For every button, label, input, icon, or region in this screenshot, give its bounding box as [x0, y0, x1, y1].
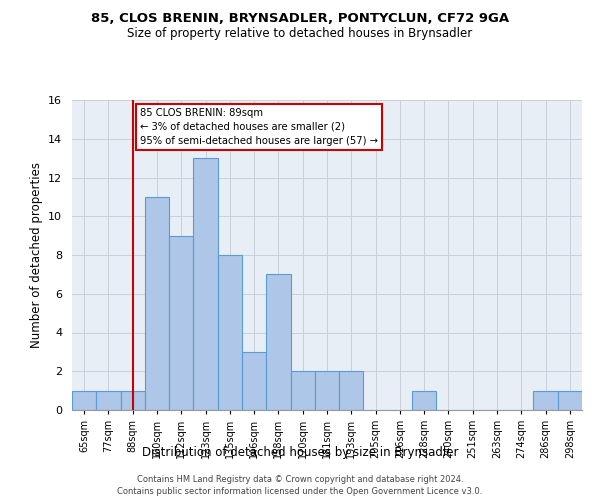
Bar	[169, 236, 193, 410]
Bar	[266, 274, 290, 410]
Text: Contains public sector information licensed under the Open Government Licence v3: Contains public sector information licen…	[118, 486, 482, 496]
Text: Contains HM Land Registry data © Crown copyright and database right 2024.: Contains HM Land Registry data © Crown c…	[137, 476, 463, 484]
Text: 85 CLOS BRENIN: 89sqm
← 3% of detached houses are smaller (2)
95% of semi-detach: 85 CLOS BRENIN: 89sqm ← 3% of detached h…	[140, 108, 378, 146]
Bar	[533, 390, 558, 410]
Text: Distribution of detached houses by size in Brynsadler: Distribution of detached houses by size …	[142, 446, 458, 459]
Bar	[72, 390, 96, 410]
Bar	[121, 390, 145, 410]
Text: 85, CLOS BRENIN, BRYNSADLER, PONTYCLUN, CF72 9GA: 85, CLOS BRENIN, BRYNSADLER, PONTYCLUN, …	[91, 12, 509, 26]
Bar	[242, 352, 266, 410]
Bar	[193, 158, 218, 410]
Bar	[339, 371, 364, 410]
Bar	[218, 255, 242, 410]
Bar	[558, 390, 582, 410]
Bar	[145, 197, 169, 410]
Bar	[315, 371, 339, 410]
Text: Size of property relative to detached houses in Brynsadler: Size of property relative to detached ho…	[127, 28, 473, 40]
Bar	[412, 390, 436, 410]
Bar	[96, 390, 121, 410]
Y-axis label: Number of detached properties: Number of detached properties	[29, 162, 43, 348]
Bar	[290, 371, 315, 410]
